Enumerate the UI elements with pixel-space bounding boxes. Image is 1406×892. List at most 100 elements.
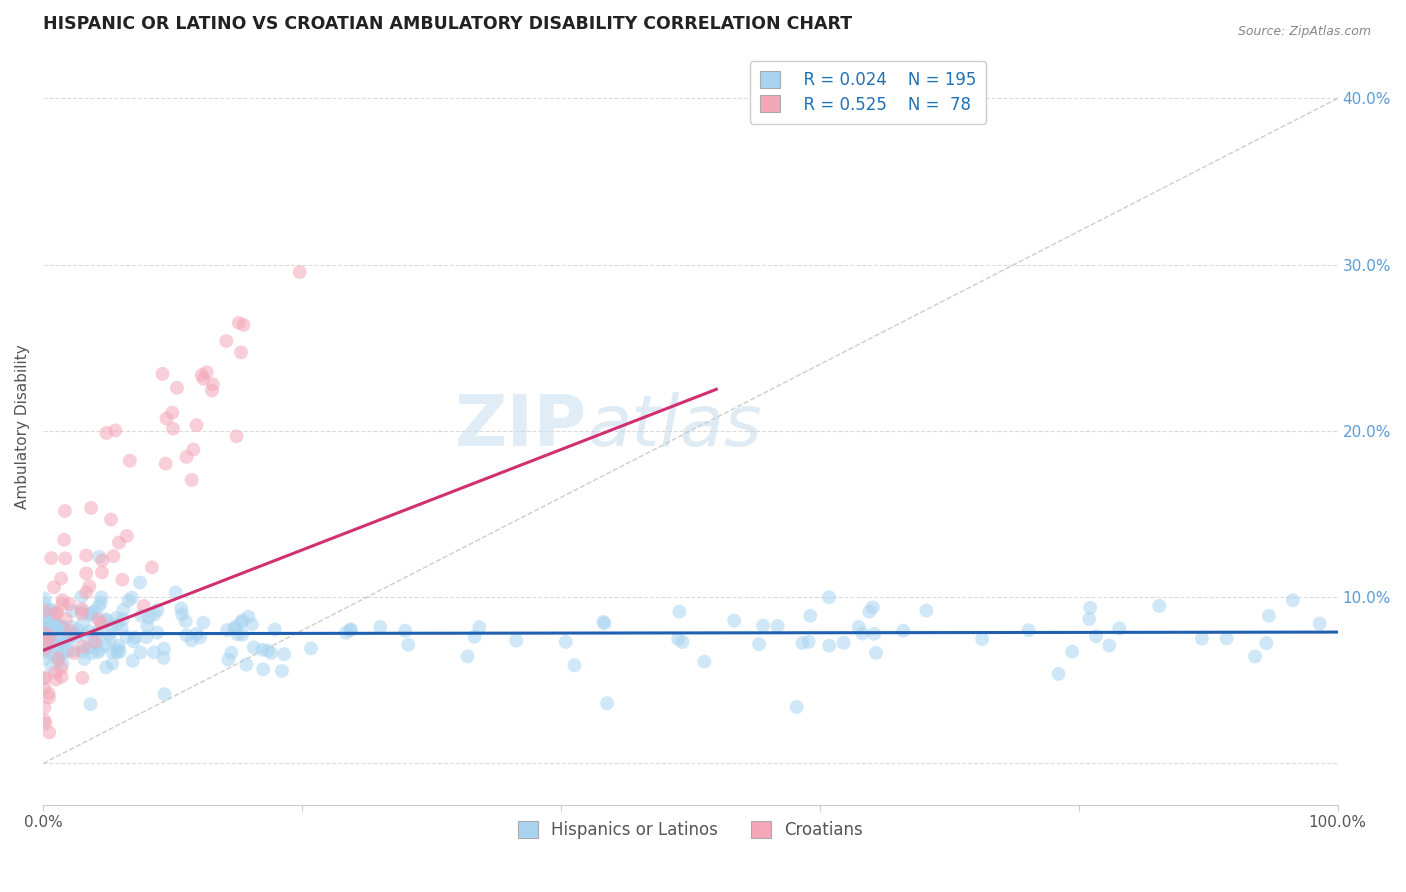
- Point: [115, 529, 138, 543]
- Point: [72, 671, 94, 685]
- Point: [865, 646, 887, 660]
- Point: [42, 580, 65, 594]
- Point: [143, 645, 166, 659]
- Point: [108, 645, 131, 659]
- Point: [564, 658, 586, 673]
- Point: [34, 607, 56, 621]
- Point: [41, 659, 63, 673]
- Point: [91, 566, 114, 580]
- Point: [240, 617, 263, 632]
- Point: [858, 605, 880, 619]
- Point: [468, 620, 491, 634]
- Point: [66, 623, 89, 637]
- Point: [752, 618, 775, 632]
- Point: [193, 372, 215, 386]
- Point: [394, 624, 416, 638]
- Point: [340, 622, 363, 636]
- Point: [505, 633, 527, 648]
- Point: [143, 607, 166, 622]
- Point: [1215, 632, 1237, 646]
- Point: [73, 652, 96, 666]
- Point: [35, 641, 58, 656]
- Point: [63, 626, 86, 640]
- Point: [1244, 649, 1267, 664]
- Point: [38, 725, 60, 739]
- Point: [166, 381, 188, 395]
- Point: [226, 627, 249, 641]
- Point: [221, 646, 243, 660]
- Point: [105, 646, 128, 660]
- Point: [100, 620, 122, 634]
- Point: [851, 626, 873, 640]
- Point: [152, 651, 174, 665]
- Point: [136, 619, 159, 633]
- Point: [94, 639, 117, 653]
- Point: [799, 608, 821, 623]
- Point: [45, 618, 67, 632]
- Point: [87, 645, 110, 659]
- Point: [52, 593, 75, 607]
- Point: [165, 585, 187, 599]
- Point: [229, 345, 252, 359]
- Point: [242, 640, 264, 655]
- Point: [232, 318, 254, 332]
- Point: [129, 646, 152, 660]
- Point: [215, 334, 238, 348]
- Point: [105, 611, 128, 625]
- Point: [915, 603, 938, 617]
- Point: [62, 646, 84, 660]
- Point: [34, 672, 56, 686]
- Point: [79, 607, 101, 621]
- Point: [42, 647, 65, 661]
- Point: [51, 670, 73, 684]
- Point: [51, 572, 73, 586]
- Point: [53, 633, 76, 648]
- Point: [105, 617, 128, 632]
- Point: [72, 640, 94, 654]
- Point: [39, 625, 62, 640]
- Point: [108, 639, 131, 653]
- Point: [671, 635, 693, 649]
- Point: [693, 655, 716, 669]
- Point: [299, 641, 322, 656]
- Point: [52, 635, 75, 649]
- Point: [111, 621, 134, 635]
- Point: [86, 625, 108, 640]
- Point: [225, 429, 247, 443]
- Point: [146, 625, 169, 640]
- Point: [90, 615, 112, 630]
- Point: [1256, 636, 1278, 650]
- Point: [39, 630, 62, 644]
- Point: [271, 664, 294, 678]
- Point: [70, 604, 93, 618]
- Point: [121, 654, 143, 668]
- Point: [75, 585, 97, 599]
- Point: [79, 697, 101, 711]
- Point: [34, 651, 56, 665]
- Point: [132, 599, 155, 613]
- Point: [41, 635, 63, 649]
- Point: [1062, 645, 1084, 659]
- Point: [90, 591, 112, 605]
- Point: [1018, 624, 1040, 638]
- Point: [118, 453, 141, 467]
- Point: [45, 607, 67, 621]
- Point: [98, 632, 121, 646]
- Point: [45, 673, 67, 687]
- Point: [83, 604, 105, 618]
- Point: [39, 551, 62, 566]
- Point: [38, 606, 60, 620]
- Y-axis label: Ambulatory Disability: Ambulatory Disability: [15, 344, 30, 509]
- Point: [457, 649, 479, 664]
- Point: [188, 631, 211, 645]
- Point: [94, 612, 117, 626]
- Point: [368, 620, 391, 634]
- Point: [1149, 599, 1171, 613]
- Point: [56, 632, 79, 647]
- Point: [183, 442, 205, 457]
- Point: [153, 687, 176, 701]
- Point: [666, 632, 689, 646]
- Point: [112, 602, 135, 616]
- Point: [217, 652, 239, 666]
- Point: [101, 645, 124, 659]
